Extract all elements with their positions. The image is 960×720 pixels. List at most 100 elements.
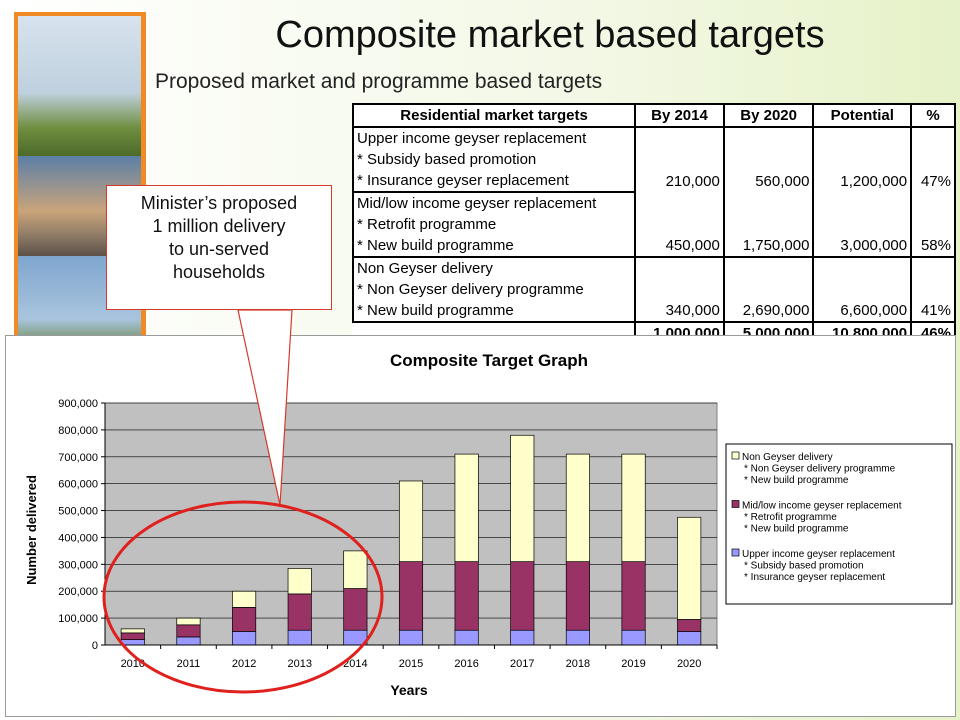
by-2020-cell: 2,690,000 [722, 257, 815, 323]
y-tick-label: 0 [92, 640, 98, 652]
bar-segment-2 [343, 588, 368, 631]
row-label: * Insurance geyser replacement [351, 170, 637, 193]
bar-segment-1 [621, 629, 646, 646]
bar-segment-3 [621, 453, 646, 562]
legend-entry-subline: * Retrofit programme [744, 512, 837, 523]
y-tick-label: 700,000 [58, 452, 98, 464]
x-tick-label: 2014 [343, 658, 367, 670]
table-row: Mid/low income geyser replacement 450,00… [351, 192, 956, 258]
bar-segment-1 [287, 629, 312, 646]
table-row: * Subsidy based promotion [351, 149, 955, 170]
row-label: Non Geyser delivery [351, 257, 637, 279]
bar-segment-1 [510, 629, 535, 646]
x-tick-label: 2020 [677, 658, 701, 670]
y-tick-label: 400,000 [58, 532, 98, 544]
bar-segment-2 [677, 619, 702, 632]
y-axis-label: Number delivered [24, 475, 39, 585]
callout-line: to un-served [168, 239, 270, 259]
page-subtitle: Proposed market and programme based targ… [155, 70, 603, 93]
bar-segment-3 [343, 550, 368, 589]
row-label: * Subsidy based promotion [351, 149, 637, 170]
table-header-cell: By 2020 [722, 103, 815, 128]
potential-cell: 1,200,000 [812, 127, 913, 192]
by-2014-cell: 340,000 [634, 257, 725, 323]
x-tick-label: 2018 [566, 658, 590, 670]
table-header-cell: Residential market targets [351, 103, 637, 128]
row-label: * Retrofit programme [351, 214, 637, 235]
bar-segment-3 [176, 617, 201, 626]
table-row: Upper income geyser replacement 210,000 … [351, 127, 956, 192]
table-header-cell: % [910, 103, 956, 128]
table-row: * Retrofit programme [351, 214, 955, 235]
legend-swatch [731, 500, 740, 508]
table-row: * Non Geyser delivery programme [351, 279, 955, 300]
y-tick-label: 900,000 [58, 398, 98, 410]
bar-segment-3 [510, 434, 535, 562]
y-tick-label: 800,000 [58, 425, 98, 437]
bar-segment-2 [510, 561, 535, 631]
plot-area: 0 100,000 200,000 300,000 400,000 500,000 600,… [58, 398, 718, 670]
page-title: Composite market based targets [275, 14, 825, 56]
legend-entry-subline: * Subsidy based promotion [744, 561, 864, 572]
by-2020-cell: 1,750,000 [722, 192, 815, 258]
percent-cell: 58% [910, 192, 956, 258]
percent-cell: 47% [910, 127, 956, 192]
legend-box [725, 443, 953, 605]
chart-frame: Composite Target Graph Years Number deli… [5, 335, 956, 717]
legend-entry-subline: * New build programme [744, 475, 849, 486]
composite-target-chart: Composite Target Graph Years Number deli… [24, 351, 953, 698]
y-tick-label: 300,000 [58, 559, 98, 571]
targets-table: Residential market targets By 2014 By 20… [351, 103, 956, 346]
row-label: * New build programme [351, 300, 637, 323]
x-tick-label: 2017 [510, 658, 534, 670]
bar-segment-1 [454, 629, 479, 646]
row-label: * New build programme [351, 235, 637, 258]
table-header-cell: Potential [812, 103, 913, 128]
legend-swatch [731, 548, 740, 557]
minister-callout: Minister’s proposed 1 million delivery t… [106, 185, 332, 310]
x-tick-label: 2012 [232, 658, 256, 670]
legend-entry-name: Non Geyser delivery [742, 452, 833, 463]
bar-segment-1 [120, 639, 145, 646]
table-row: * Insurance geyser replacement [351, 170, 955, 193]
callout-line: households [172, 262, 266, 282]
legend-entry-subline: * New build programme [744, 524, 849, 535]
legend-entry-subline: * Non Geyser delivery programme [744, 464, 896, 475]
bar-segment-2 [565, 561, 590, 631]
bar-segment-3 [232, 590, 257, 608]
bar-segment-1 [565, 629, 590, 646]
bar-segment-1 [232, 631, 257, 646]
chart-title: Composite Target Graph [390, 351, 588, 370]
legend-entry-name: Upper income geyser replacement [742, 549, 895, 560]
row-label: Mid/low income geyser replacement [351, 192, 637, 214]
x-tick-label: 2011 [177, 658, 201, 670]
chart-legend: Non Geyser delivery* Non Geyser delivery… [725, 443, 953, 605]
bar-segment-3 [565, 453, 590, 562]
table-row: Non Geyser delivery 340,000 2,690,000 6,… [351, 257, 956, 323]
bar-segment-2 [454, 561, 479, 631]
by-2014-cell: 450,000 [634, 192, 725, 258]
bar-segment-3 [454, 453, 479, 562]
legend-swatch [731, 451, 740, 460]
potential-cell: 3,000,000 [812, 192, 913, 258]
y-tick-label: 100,000 [58, 613, 98, 625]
table-header-cell: By 2014 [634, 103, 725, 128]
power-pylons-photo [18, 16, 141, 156]
y-tick-label: 500,000 [58, 506, 98, 518]
bar-segment-2 [398, 561, 424, 631]
table-row: * New build programme [351, 235, 955, 258]
percent-cell: 41% [910, 257, 956, 323]
bar-segment-2 [232, 607, 257, 632]
bar-segment-1 [176, 636, 201, 646]
bar-segment-1 [398, 629, 424, 646]
x-tick-label: 2016 [454, 658, 478, 670]
table-row: * New build programme [351, 300, 955, 323]
by-2020-cell: 560,000 [722, 127, 815, 192]
x-tick-label: 2019 [621, 658, 645, 670]
bar-segment-3 [120, 628, 145, 634]
bar-segment-2 [287, 593, 312, 631]
bar-segment-2 [621, 561, 646, 631]
y-tick-label: 200,000 [58, 586, 98, 598]
bar-segment-3 [287, 568, 312, 595]
bar-segment-1 [343, 629, 368, 646]
